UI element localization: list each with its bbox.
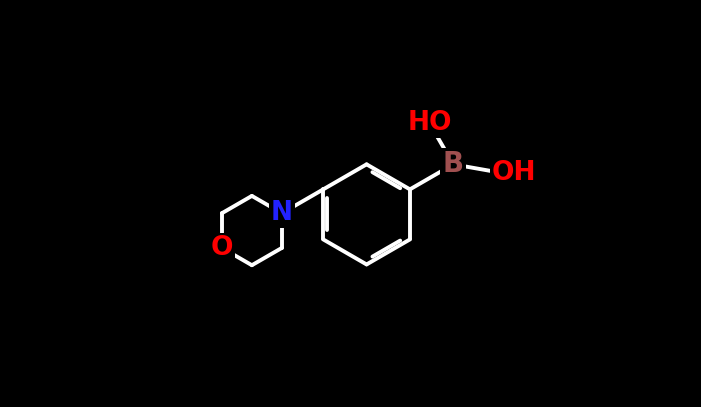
Text: OH: OH [492, 160, 536, 186]
Text: O: O [210, 235, 233, 261]
Text: HO: HO [407, 110, 451, 136]
Text: B: B [443, 150, 464, 178]
Text: N: N [271, 200, 293, 226]
